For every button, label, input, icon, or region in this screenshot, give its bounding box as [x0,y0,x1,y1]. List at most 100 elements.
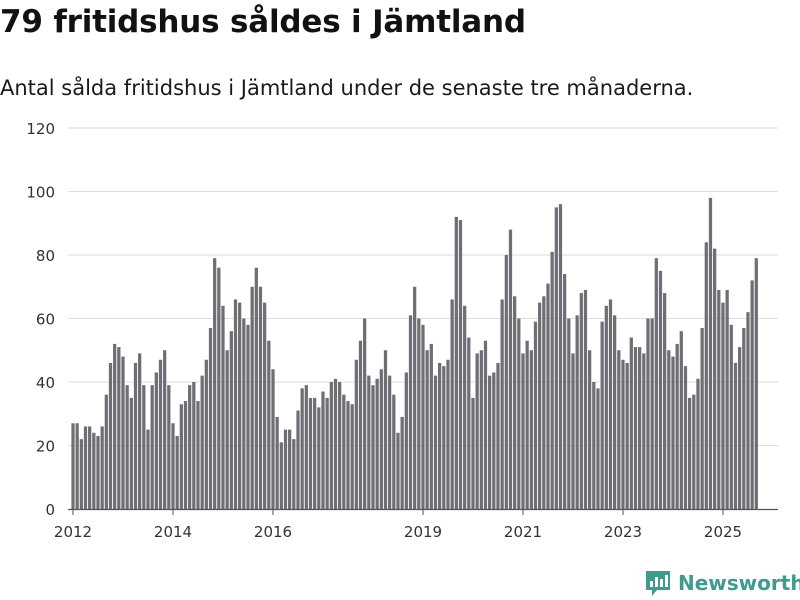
bar [158,359,163,509]
bar [546,283,550,509]
bar [138,353,142,509]
y-tick-label: 120 [26,120,55,138]
bar [375,378,379,509]
bar [454,216,458,509]
bar [196,401,200,509]
bar [179,404,183,509]
bar [96,435,100,509]
bar [696,378,700,509]
bar [438,362,442,509]
y-tick-label: 60 [36,311,55,329]
bar [679,331,683,509]
x-axis: 2012 2014 2016 2019 2021 2023 2025 [54,508,778,541]
bar [88,426,92,509]
bar [575,315,579,509]
bar [592,382,596,509]
bar [596,388,600,509]
x-tick-label: 2016 [254,523,292,541]
bar [704,242,708,510]
bar [258,286,263,509]
bar [221,305,225,509]
bar [217,267,221,509]
bar-chart: 0 20 40 60 80 100 120 2012 2014 2016 2019 2021 2023… [26,120,778,541]
bar [346,401,350,509]
bar [625,362,629,509]
bar [567,318,571,509]
bar [396,432,400,509]
bar [117,347,121,509]
bar [675,343,679,509]
bar [638,347,642,509]
bar [708,197,713,509]
bar [721,302,725,510]
bar [113,343,117,509]
bar [558,204,563,509]
bar [629,337,633,509]
bar [342,394,346,509]
bar [617,350,621,509]
bar [658,270,663,510]
bar [142,385,146,509]
bar [313,397,317,510]
bar [521,353,525,509]
bar [104,394,108,509]
bar [538,302,542,510]
bars [71,197,758,510]
bar [108,362,113,509]
bar [446,359,450,509]
bar [263,302,267,510]
bar [475,353,479,509]
bar [450,299,454,509]
brand-name: Newsworthy [678,571,800,595]
bar [392,394,396,509]
bar [183,401,188,509]
bar [363,318,367,509]
bar [167,385,171,509]
bar [288,429,292,510]
bar [225,350,229,509]
bar [463,305,467,509]
bar [633,347,638,509]
bar [563,274,567,509]
bar [504,255,508,509]
bar [233,299,238,509]
x-tick-label: 2014 [154,523,192,541]
bar [246,324,250,509]
bar [271,369,275,509]
bar [175,435,179,509]
bar [583,289,588,509]
bar [321,391,325,509]
bar [479,350,483,509]
bar [604,305,608,509]
bar [533,321,538,509]
bar [329,382,333,509]
x-tick-label: 2025 [704,523,742,541]
bar [308,397,313,510]
bar [600,321,604,509]
bar [125,385,129,509]
bar [692,394,696,509]
bar [725,289,729,509]
bar [121,356,125,509]
bar [417,318,421,509]
bar [713,248,717,509]
bar [192,382,196,509]
bar [579,293,583,509]
bar [654,258,658,509]
bar [242,318,246,509]
bar [358,340,363,509]
bar [171,423,175,509]
bar [71,423,75,509]
bar [275,416,279,509]
bar [554,207,558,510]
bar [292,439,296,509]
bar [671,356,675,509]
bar [425,350,429,509]
bar [488,375,492,509]
bar [229,331,233,509]
bar [83,426,88,509]
y-tick-label: 0 [45,501,55,519]
bar [613,315,617,509]
bar [513,296,517,509]
bar [650,318,654,509]
